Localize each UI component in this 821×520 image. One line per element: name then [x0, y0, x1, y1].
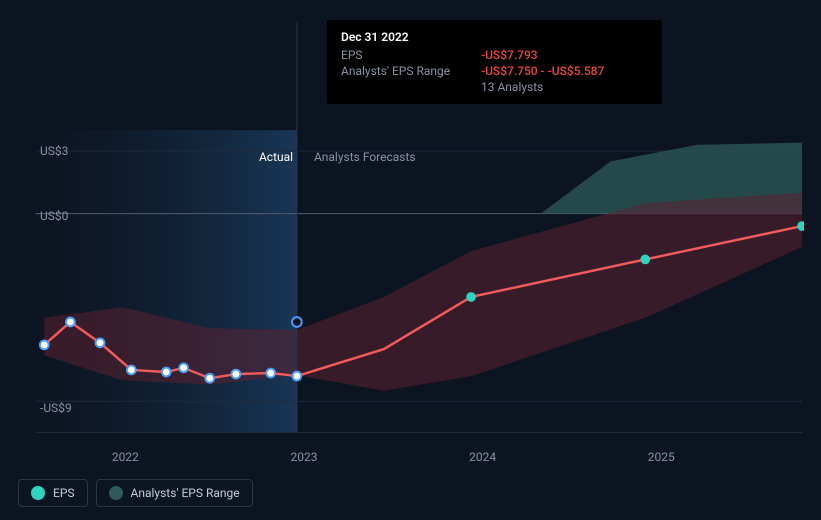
section-label-forecast: Analysts Forecasts: [314, 150, 416, 164]
legend-item[interactable]: Analysts' EPS Range: [96, 479, 253, 507]
tooltip-row: Analysts' EPS Range-US$7.750 - -US$5.587: [341, 64, 648, 78]
x-axis-label: 2023: [290, 450, 317, 464]
legend: EPS Analysts' EPS Range: [18, 479, 253, 507]
legend-label: EPS: [53, 486, 75, 500]
tooltip-row-label: Analysts' EPS Range: [341, 64, 481, 78]
tooltip-date: Dec 31 2022: [341, 30, 648, 44]
tooltip-row-value: 13 Analysts: [481, 80, 543, 94]
legend-item[interactable]: EPS: [18, 479, 88, 507]
legend-label: Analysts' EPS Range: [131, 486, 240, 500]
tooltip-row-label: [341, 80, 481, 94]
tooltip-row-value: -US$7.750 - -US$5.587: [481, 64, 604, 78]
legend-swatch-icon: [109, 486, 123, 500]
tooltip-row-label: EPS: [341, 48, 481, 62]
legend-swatch-icon: [31, 486, 45, 500]
section-label-actual: Actual: [259, 150, 293, 164]
tooltip-row-value: -US$7.793: [481, 48, 538, 62]
x-axis-label: 2022: [112, 450, 139, 464]
tooltip: Dec 31 2022 EPS-US$7.793Analysts' EPS Ra…: [327, 20, 662, 104]
y-axis-label: US$3: [40, 144, 68, 158]
y-axis-label: -US$9: [40, 401, 72, 415]
x-axis-label: 2025: [648, 450, 675, 464]
tooltip-row: 13 Analysts: [341, 80, 648, 94]
y-axis-label: US$0: [40, 209, 68, 223]
tooltip-row: EPS-US$7.793: [341, 48, 648, 62]
x-axis-label: 2024: [469, 450, 496, 464]
